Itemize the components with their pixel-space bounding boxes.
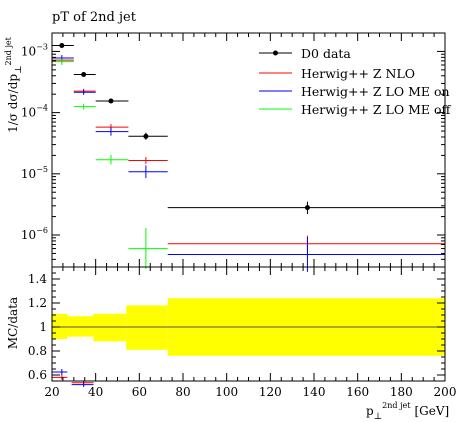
ratio-xlabel-text: p xyxy=(366,404,374,418)
main-ytick-label-exp-1: −4 xyxy=(36,104,48,113)
chart-title: pT of 2nd jet xyxy=(52,10,137,25)
ratio-xlabel-sup: 2nd jet xyxy=(382,401,411,410)
main-ylabel-sup: 2nd jet xyxy=(4,36,13,65)
ratio-xtick-label-80: 80 xyxy=(175,385,190,399)
legend-lo-off-label: Herwig++ Z LO ME off xyxy=(301,102,451,117)
main-ytick-label-base-3: 10 xyxy=(21,228,36,242)
main-ylabel: 1/σ dσ/dp⊥2nd jet xyxy=(4,36,24,133)
main-ylabel-sub: ⊥ xyxy=(14,65,24,73)
ratio-plot-frame xyxy=(51,266,446,382)
ratio-xlabel-sub: ⊥ xyxy=(374,412,382,422)
ratio-ytick-label-4: 1.4 xyxy=(28,272,47,286)
main-ytick-label-base-0: 10 xyxy=(21,44,36,58)
ratio-xtick-label-180: 180 xyxy=(390,385,413,399)
main-ytick-label-base-2: 10 xyxy=(21,167,36,181)
ratio-xtick-label-40: 40 xyxy=(88,385,103,399)
ratio-xtick-label-60: 60 xyxy=(132,385,147,399)
d0-data-point-0 xyxy=(59,42,65,48)
ratio-uncertainty-band xyxy=(52,298,445,356)
legend-d0-label: D0 data xyxy=(301,46,351,61)
legend-d0-marker xyxy=(273,50,278,56)
main-ytick-label-2: 10−5 xyxy=(21,165,48,181)
main-ytick-label-exp-3: −6 xyxy=(36,226,48,235)
ratio-ylabel: MC/data xyxy=(6,297,20,349)
main-ylabel-text: 1/σ dσ/dp xyxy=(6,74,20,133)
main-ytick-label-3: 10−6 xyxy=(21,226,48,242)
main-ytick-label-base-1: 10 xyxy=(21,106,36,120)
ratio-xlabel: p⊥2nd jet [GeV] xyxy=(366,401,449,422)
ratio-xtick-label-140: 140 xyxy=(303,385,326,399)
main-ytick-label-0: 10−3 xyxy=(21,42,48,58)
ratio-xtick-label-160: 160 xyxy=(346,385,369,399)
axis-ticks: 20 40 60 80 100 120 140 160 180 20010−310−410−510… xyxy=(21,32,457,399)
uncertainty-band-bin-1 xyxy=(67,316,94,337)
legend: D0 data Herwig++ Z NLO Herwig++ Z LO ME … xyxy=(259,46,451,117)
uncertainty-band-bin-3 xyxy=(126,305,168,350)
ratio-xtick-label-20: 20 xyxy=(44,385,59,399)
main-plot-series xyxy=(52,42,445,272)
main-ytick-label-exp-2: −5 xyxy=(36,165,48,174)
ratio-ytick-label-3: 1.2 xyxy=(28,296,47,310)
ratio-xlabel-unit: [GeV] xyxy=(415,404,450,418)
uncertainty-band-bin-2 xyxy=(93,313,127,342)
ratio-xtick-label-100: 100 xyxy=(215,385,238,399)
legend-nlo-label: Herwig++ Z NLO xyxy=(301,66,415,81)
uncertainty-band-bin-0 xyxy=(52,313,68,339)
main-ytick-label-1: 10−4 xyxy=(21,104,48,120)
main-ytick-label-exp-0: −3 xyxy=(36,42,48,51)
d0-data-point-4 xyxy=(304,205,310,211)
d0-data-point-3 xyxy=(143,133,149,139)
ratio-ytick-label-0: 0.6 xyxy=(28,368,47,382)
ratio-xtick-label-120: 120 xyxy=(259,385,282,399)
d0-data-point-1 xyxy=(81,71,87,77)
d0-data-point-2 xyxy=(108,98,114,104)
ratio-xtick-label-200: 200 xyxy=(434,385,457,399)
legend-lo-on-label: Herwig++ Z LO ME on xyxy=(301,84,450,99)
ratio-ytick-label-1: 0.8 xyxy=(28,344,47,358)
ratio-ytick-label-2: 1 xyxy=(39,320,47,334)
